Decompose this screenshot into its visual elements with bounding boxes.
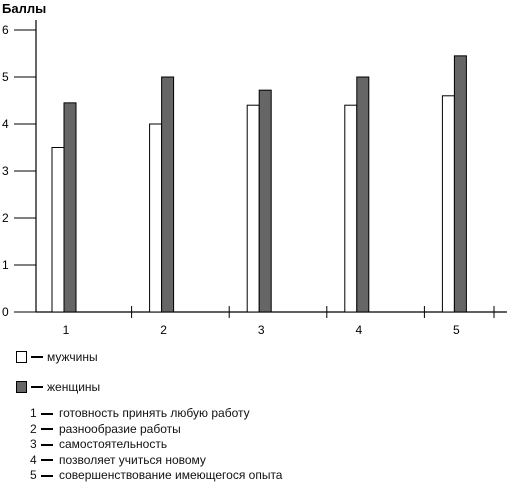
y-tick-label: 2	[2, 211, 9, 225]
note-dash	[41, 443, 53, 446]
note-text: позволяет учиться новому	[59, 452, 206, 467]
note-item: 4 позволяет учиться новому	[30, 453, 282, 469]
bar-men	[149, 123, 163, 313]
x-tick-label: 1	[63, 323, 70, 337]
note-item: 5 совершенствование имеющегося опыта	[30, 468, 282, 484]
x-tick-label: 5	[453, 323, 460, 337]
note-item: 3 самостоятельность	[30, 437, 282, 453]
y-tick-label: 5	[2, 70, 9, 84]
y-tick-label: 6	[2, 23, 9, 37]
x-tick-label: 2	[160, 323, 167, 337]
note-number: 1	[30, 406, 37, 420]
bar-women	[258, 89, 272, 313]
category-notes: 1 готовность принять любую работу 2 разн…	[30, 406, 282, 484]
bar-chart: Баллы 0 1 2 3 4 5 6 1 2 3 4 5	[2, 1, 507, 337]
x-tick-label: 3	[258, 323, 265, 337]
legend: мужчины женщины	[16, 348, 100, 408]
note-text: самостоятельность	[59, 437, 168, 451]
note-text: разнообразие работы	[59, 421, 181, 436]
y-tick-label: 0	[2, 305, 9, 319]
note-number: 3	[30, 437, 37, 451]
legend-label-women: женщины	[47, 380, 101, 394]
bars-group	[51, 55, 467, 313]
bar-women	[453, 55, 467, 313]
note-number: 4	[30, 452, 37, 467]
legend-label-men: мужчины	[47, 350, 98, 364]
bar-men	[246, 104, 260, 313]
bar-women	[356, 76, 370, 313]
legend-item-men: мужчины	[16, 348, 100, 366]
legend-dash	[31, 386, 43, 388]
y-axis: 0 1 2 3 4 5 6	[2, 20, 37, 319]
note-dash	[41, 474, 53, 477]
note-text: совершенствование имеющегося опыта	[59, 468, 283, 482]
legend-swatch-men	[16, 351, 27, 363]
x-tick-label: 4	[355, 323, 362, 337]
bar-men	[51, 147, 65, 313]
legend-dash	[31, 356, 43, 358]
note-text: готовность принять любую работу	[59, 406, 250, 420]
note-item: 1 готовность принять любую работу	[30, 406, 282, 422]
y-tick-label: 1	[2, 258, 9, 272]
note-item: 2 разнообразие работы	[30, 422, 282, 438]
y-axis-title: Баллы	[2, 1, 46, 16]
note-dash	[41, 459, 53, 462]
note-dash	[41, 428, 53, 431]
bar-women	[161, 76, 175, 313]
note-dash	[41, 412, 53, 415]
note-number: 2	[30, 421, 37, 436]
y-tick-label: 4	[2, 117, 9, 131]
y-tick-label: 3	[2, 164, 9, 178]
legend-swatch-women	[16, 381, 27, 393]
bar-women	[63, 102, 77, 313]
bar-men	[344, 104, 358, 313]
bar-men	[441, 95, 455, 313]
legend-item-women: женщины	[16, 378, 100, 396]
note-number: 5	[30, 468, 37, 482]
